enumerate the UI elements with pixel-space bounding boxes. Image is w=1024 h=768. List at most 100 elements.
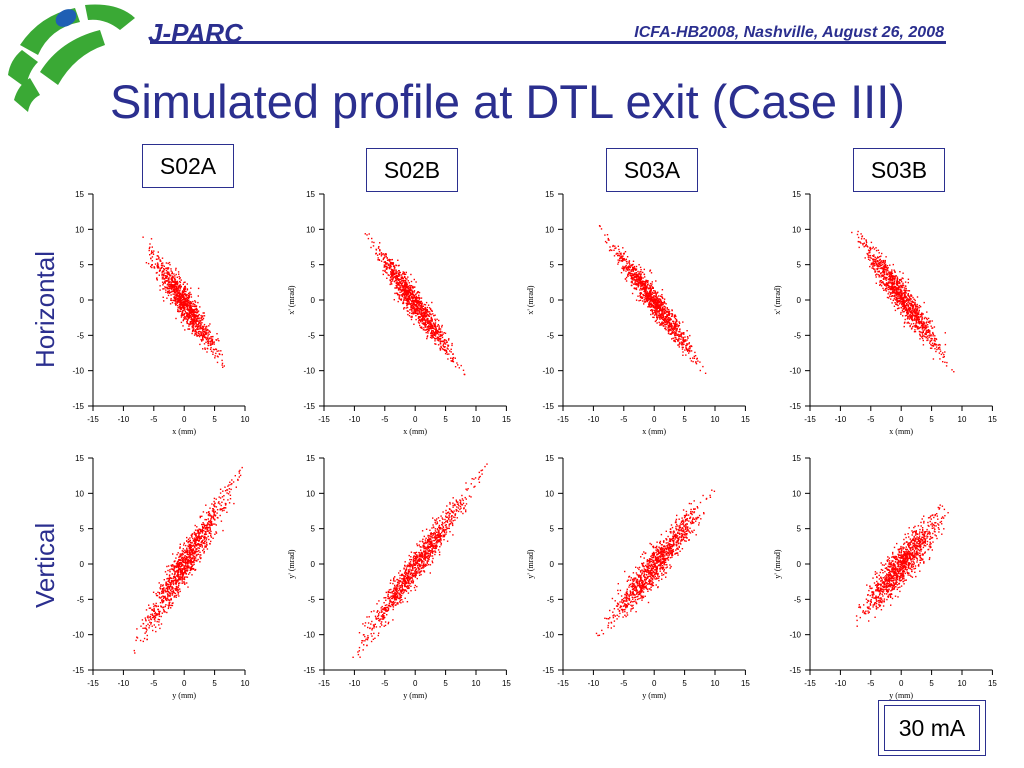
particle-point bbox=[626, 262, 628, 265]
particle-point bbox=[869, 247, 871, 249]
particle-point bbox=[887, 284, 889, 286]
particle-point bbox=[396, 292, 399, 295]
particle-point bbox=[186, 288, 189, 290]
particle-point bbox=[884, 278, 887, 280]
particle-point bbox=[377, 259, 379, 261]
particle-point bbox=[417, 308, 419, 310]
particle-point bbox=[200, 331, 202, 333]
particle-point bbox=[628, 261, 630, 263]
particle-point bbox=[911, 313, 914, 315]
particle-point bbox=[395, 287, 397, 289]
particle-point bbox=[629, 274, 631, 276]
particle-point bbox=[879, 267, 881, 270]
particle-point bbox=[394, 292, 396, 295]
particle-point bbox=[877, 261, 879, 263]
particle-point bbox=[657, 300, 659, 302]
x-tick-label: -10 bbox=[349, 415, 361, 424]
x-tick-label: 0 bbox=[899, 415, 904, 424]
particle-point bbox=[642, 294, 645, 296]
particle-point bbox=[679, 328, 681, 330]
particle-point bbox=[655, 313, 657, 315]
particle-point bbox=[415, 318, 417, 321]
particle-point bbox=[654, 307, 656, 309]
particle-point bbox=[187, 556, 190, 558]
particle-point bbox=[668, 314, 670, 316]
particle-point bbox=[908, 290, 911, 292]
particle-point bbox=[153, 609, 155, 611]
particle-point bbox=[397, 289, 400, 291]
particle-point bbox=[428, 328, 430, 330]
particle-point bbox=[178, 273, 180, 275]
x-tick-label: -5 bbox=[620, 415, 628, 424]
particle-point bbox=[879, 283, 882, 286]
particle-point bbox=[901, 309, 904, 312]
particle-point bbox=[390, 282, 392, 284]
particle-point bbox=[857, 240, 859, 243]
particle-point bbox=[409, 285, 411, 287]
particle-point bbox=[410, 308, 412, 311]
particle-point bbox=[874, 263, 876, 265]
particle-point bbox=[656, 298, 658, 300]
particle-point bbox=[195, 333, 197, 335]
particle-point bbox=[162, 607, 164, 609]
particle-point bbox=[199, 343, 201, 346]
particle-point bbox=[145, 262, 148, 264]
particle-point bbox=[214, 523, 216, 525]
particle-point bbox=[650, 309, 652, 312]
x-tick-label: 5 bbox=[929, 415, 934, 424]
particle-point bbox=[163, 268, 166, 271]
particle-point bbox=[873, 248, 876, 250]
particle-point bbox=[423, 319, 425, 321]
particle-point bbox=[658, 306, 660, 308]
particle-point bbox=[168, 292, 171, 294]
particle-point bbox=[184, 307, 186, 310]
particle-point bbox=[156, 277, 158, 279]
particle-point bbox=[908, 307, 910, 310]
particle-point bbox=[904, 285, 906, 287]
particle-point bbox=[189, 321, 192, 324]
particle-point bbox=[635, 265, 638, 268]
particle-point bbox=[675, 331, 677, 334]
particle-point bbox=[195, 318, 198, 320]
particle-point bbox=[907, 298, 910, 300]
particle-point bbox=[645, 287, 647, 290]
particle-point bbox=[148, 607, 151, 609]
particle-point bbox=[403, 308, 405, 310]
particle-point bbox=[909, 316, 912, 318]
particle-point bbox=[625, 270, 627, 272]
particle-point bbox=[690, 350, 693, 352]
particle-point bbox=[402, 302, 404, 305]
particle-point bbox=[423, 323, 425, 325]
particle-point bbox=[181, 557, 183, 560]
particle-point bbox=[902, 299, 904, 301]
particle-point bbox=[892, 291, 894, 293]
particle-point bbox=[892, 295, 894, 297]
particle-point bbox=[420, 302, 422, 305]
particle-point bbox=[668, 308, 670, 311]
particle-point bbox=[200, 323, 202, 325]
particle-point bbox=[662, 325, 664, 327]
particle-point bbox=[888, 271, 890, 273]
particle-point bbox=[177, 588, 179, 590]
particle-point bbox=[896, 293, 898, 295]
particle-point bbox=[889, 287, 891, 289]
particle-point bbox=[656, 318, 658, 320]
particle-point bbox=[155, 258, 158, 260]
particle-point bbox=[918, 307, 920, 309]
particle-point bbox=[199, 543, 201, 546]
particle-point bbox=[184, 293, 186, 296]
x-tick-label: -5 bbox=[150, 679, 158, 688]
particle-point bbox=[152, 253, 155, 255]
particle-point bbox=[424, 309, 426, 311]
particle-point bbox=[180, 301, 182, 303]
y-tick-label: 5 bbox=[80, 525, 85, 534]
particle-point bbox=[178, 278, 181, 280]
particle-point bbox=[388, 260, 391, 262]
particle-point bbox=[644, 284, 646, 286]
particle-point bbox=[398, 271, 400, 274]
particle-point bbox=[183, 308, 185, 310]
particle-point bbox=[204, 524, 207, 527]
particle-point bbox=[171, 280, 173, 282]
particle-point bbox=[912, 313, 914, 316]
